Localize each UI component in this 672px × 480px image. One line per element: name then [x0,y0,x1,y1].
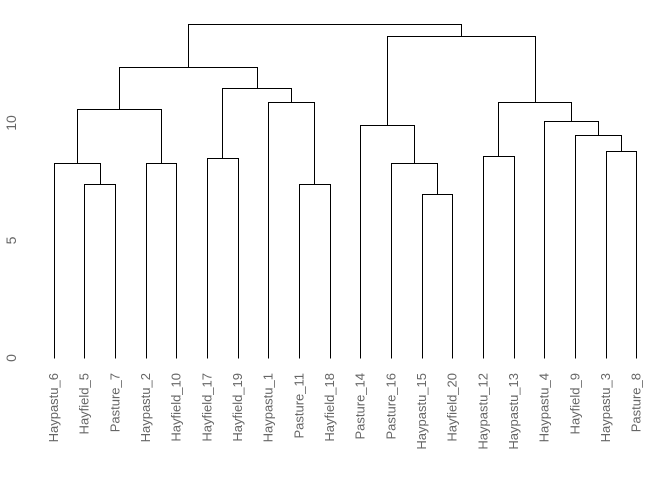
leaf-label: Haypastu_12 [475,373,490,450]
leaf-label: Haypastu_2 [138,373,153,442]
leaf-label: Haypastu_4 [537,373,552,442]
leaf-label: Hayfield_18 [322,373,337,442]
leaf-label: Hayfield_5 [77,373,92,434]
leaf-label: Hayfield_10 [169,373,184,442]
y-axis-tick-label: 5 [3,236,19,244]
leaf-label: Haypastu_13 [506,373,521,450]
leaf-label: Hayfield_19 [230,373,245,442]
leaf-label: Pasture_16 [383,373,398,440]
leaf-label: Pasture_8 [629,373,644,432]
leaf-label: Haypastu_6 [46,373,61,442]
leaf-label: Hayfield_20 [445,373,460,442]
leaf-label: Pasture_14 [353,373,368,440]
leaf-label: Hayfield_17 [199,373,214,442]
y-axis-tick-label: 10 [3,115,19,131]
leaf-label: Pasture_7 [107,373,122,432]
y-axis-tick-label: 0 [3,354,19,362]
leaf-label: Haypastu_15 [414,373,429,450]
leaf-label: Hayfield_9 [567,373,582,434]
cluster-link [188,24,462,68]
leaf-label: Pasture_11 [291,373,306,439]
leaf-label: Haypastu_1 [261,373,276,442]
leaf-label: Haypastu_3 [598,373,613,442]
